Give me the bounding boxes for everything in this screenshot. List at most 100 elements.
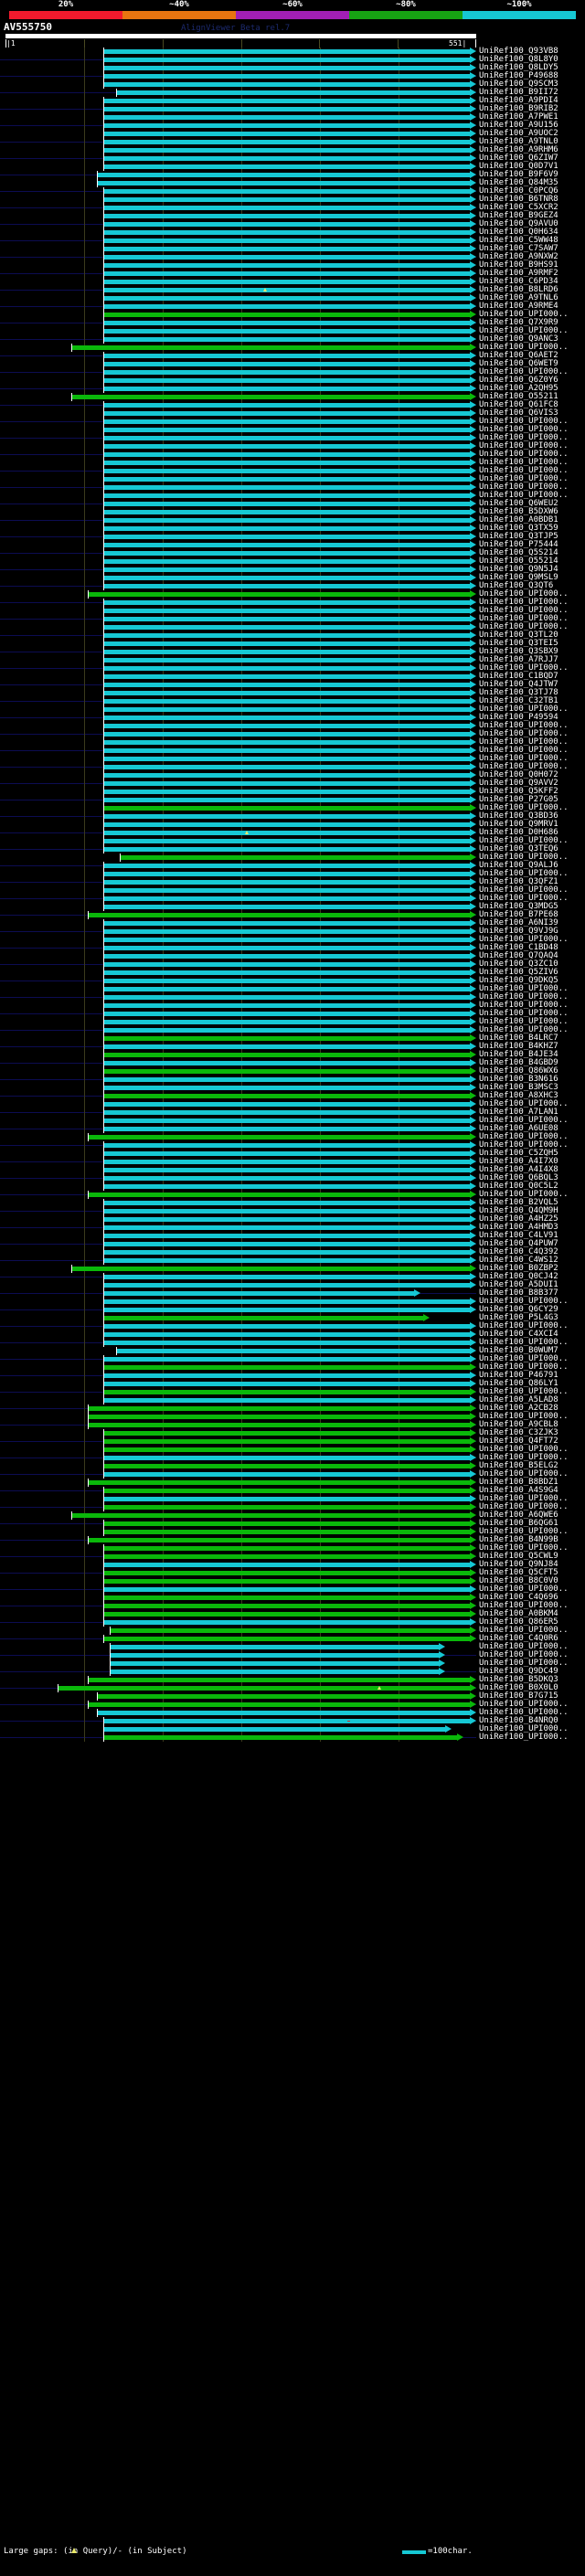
alignment-hit-label[interactable]: UniRef100_C4Q0R6: [479, 1634, 558, 1643]
alignment-bar[interactable]: [111, 1653, 440, 1658]
alignment-bar[interactable]: [111, 1645, 440, 1649]
alignment-row[interactable]: UniRef100_UPI000..: [0, 984, 585, 993]
alignment-bar[interactable]: [104, 551, 471, 556]
alignment-hit-label[interactable]: UniRef100_Q4PUW7: [479, 1239, 558, 1248]
alignment-hit-label[interactable]: UniRef100_C6PD34: [479, 277, 558, 286]
alignment-row[interactable]: UniRef100_B8C0V0: [0, 1576, 585, 1585]
alignment-bar[interactable]: [104, 1012, 471, 1016]
alignment-bar[interactable]: [117, 90, 471, 95]
alignment-row[interactable]: UniRef100_B8LRD6: [0, 285, 585, 294]
alignment-row[interactable]: UniRef100_UPI000..: [0, 1502, 585, 1511]
alignment-bar[interactable]: [104, 888, 471, 893]
alignment-row[interactable]: UniRef100_A7RJJ7: [0, 655, 585, 664]
alignment-bar[interactable]: [104, 773, 471, 778]
alignment-bar[interactable]: [104, 1086, 471, 1090]
alignment-bar[interactable]: [104, 321, 471, 325]
alignment-bar[interactable]: [104, 255, 471, 260]
alignment-hit-label[interactable]: UniRef100_UPI000..: [479, 466, 569, 475]
alignment-hit-label[interactable]: UniRef100_UPI000..: [479, 343, 569, 352]
alignment-hit-label[interactable]: UniRef100_B2VQL5: [479, 1198, 558, 1207]
alignment-row[interactable]: UniRef100_UPI000..: [0, 1585, 585, 1594]
alignment-row[interactable]: UniRef100_Q3MDG5: [0, 902, 585, 911]
alignment-hit-label[interactable]: UniRef100_Q9MRV1: [479, 820, 558, 829]
alignment-hit-label[interactable]: UniRef100_B6QG61: [479, 1519, 558, 1528]
alignment-row[interactable]: UniRef100_UPI000..: [0, 1494, 585, 1503]
alignment-bar[interactable]: [104, 296, 471, 301]
alignment-bar[interactable]: [104, 313, 471, 317]
alignment-hit-label[interactable]: UniRef100_Q4QM9H: [479, 1206, 558, 1215]
alignment-bar[interactable]: [104, 1357, 471, 1362]
alignment-row[interactable]: UniRef100_Q6VIS3: [0, 408, 585, 418]
alignment-hit-label[interactable]: UniRef100_Q6VIS3: [479, 408, 558, 418]
alignment-bar[interactable]: [104, 1530, 471, 1534]
alignment-row[interactable]: UniRef100_A4I7X0: [0, 1157, 585, 1166]
alignment-bar[interactable]: [104, 1176, 471, 1181]
alignment-hit-label[interactable]: UniRef100_UPI000..: [479, 1412, 569, 1421]
alignment-hit-label[interactable]: UniRef100_B3MSC3: [479, 1083, 558, 1092]
alignment-bar[interactable]: [117, 1349, 471, 1353]
alignment-row[interactable]: UniRef100_UPI000..: [0, 746, 585, 755]
alignment-hit-label[interactable]: UniRef100_Q9N5J4: [479, 565, 558, 574]
alignment-bar[interactable]: [104, 107, 471, 111]
alignment-row[interactable]: UniRef100_UPI000..: [0, 1601, 585, 1610]
alignment-bar[interactable]: [104, 790, 471, 794]
alignment-bar[interactable]: [104, 732, 471, 737]
alignment-bar[interactable]: [72, 1513, 471, 1518]
alignment-hit-label[interactable]: UniRef100_B3N616: [479, 1075, 558, 1084]
alignment-row[interactable]: UniRef100_B7G715: [0, 1691, 585, 1701]
alignment-hit-label[interactable]: UniRef100_C32TB1: [479, 696, 558, 705]
alignment-bar[interactable]: [104, 584, 471, 588]
alignment-hit-label[interactable]: UniRef100_UPI000..: [479, 1116, 569, 1125]
alignment-row[interactable]: UniRef100_UPI000..: [0, 589, 585, 599]
alignment-hit-label[interactable]: UniRef100_P75444: [479, 540, 558, 549]
alignment-row[interactable]: UniRef100_UPI000..: [0, 1140, 585, 1150]
alignment-bar[interactable]: [104, 979, 471, 983]
alignment-bar[interactable]: [98, 1711, 471, 1715]
alignment-hit-label[interactable]: UniRef100_UPI000..: [479, 1354, 569, 1363]
alignment-row[interactable]: UniRef100_A7PWE1: [0, 112, 585, 122]
alignment-row[interactable]: UniRef100_UPI000..: [0, 803, 585, 812]
alignment-hit-label[interactable]: UniRef100_Q7X9R9: [479, 318, 558, 327]
alignment-bar[interactable]: [104, 1102, 471, 1107]
alignment-row[interactable]: UniRef100_Q5CWL9: [0, 1552, 585, 1561]
alignment-row[interactable]: UniRef100_Q0C5L2: [0, 1182, 585, 1191]
alignment-row[interactable]: UniRef100_P49688: [0, 71, 585, 80]
alignment-bar[interactable]: [104, 617, 471, 621]
alignment-hit-label[interactable]: UniRef100_P46791: [479, 1371, 558, 1380]
alignment-hit-label[interactable]: UniRef100_Q9AVV2: [479, 779, 558, 788]
alignment-hit-label[interactable]: UniRef100_O55211: [479, 392, 558, 401]
alignment-hit-label[interactable]: UniRef100_Q7QAQ4: [479, 951, 558, 960]
alignment-hit-label[interactable]: UniRef100_A9U156: [479, 121, 558, 130]
alignment-bar[interactable]: [104, 1612, 471, 1617]
alignment-bar[interactable]: [104, 798, 471, 802]
alignment-bar[interactable]: [104, 378, 471, 383]
alignment-hit-label[interactable]: UniRef100_P49594: [479, 713, 558, 722]
alignment-row[interactable]: UniRef100_P46791: [0, 1371, 585, 1380]
alignment-row[interactable]: UniRef100_A0BKM4: [0, 1609, 585, 1618]
alignment-hit-label[interactable]: UniRef100_C5XCR2: [479, 203, 558, 212]
alignment-bar[interactable]: [104, 757, 471, 761]
alignment-hit-label[interactable]: UniRef100_Q86WX6: [479, 1066, 558, 1076]
alignment-bar[interactable]: [89, 1480, 471, 1485]
alignment-bar[interactable]: [104, 148, 471, 153]
alignment-bar[interactable]: [104, 280, 471, 284]
alignment-bar[interactable]: [104, 189, 471, 194]
alignment-row[interactable]: UniRef100_A9NXW2: [0, 252, 585, 261]
alignment-row[interactable]: UniRef100_UPI000..: [0, 1001, 585, 1010]
alignment-bar[interactable]: [104, 518, 471, 523]
alignment-hit-label[interactable]: UniRef100_UPI000..: [479, 754, 569, 763]
alignment-hit-label[interactable]: UniRef100_UPI000..: [479, 310, 569, 319]
alignment-hit-label[interactable]: UniRef100_Q0D7V1: [479, 162, 558, 171]
alignment-bar[interactable]: [104, 485, 471, 490]
alignment-bar[interactable]: [111, 1661, 440, 1666]
alignment-bar[interactable]: [104, 1595, 471, 1600]
alignment-bar[interactable]: [104, 271, 471, 276]
alignment-hit-label[interactable]: UniRef100_UPI000..: [479, 1297, 569, 1306]
alignment-row[interactable]: UniRef100_UPI000..: [0, 1733, 585, 1742]
alignment-row[interactable]: UniRef100_A6NI39: [0, 918, 585, 928]
alignment-row[interactable]: UniRef100_A2CB28: [0, 1404, 585, 1413]
alignment-bar[interactable]: [89, 1415, 471, 1419]
alignment-hit-label[interactable]: UniRef100_B0WUM7: [479, 1346, 558, 1355]
alignment-hit-label[interactable]: UniRef100_B5DXW6: [479, 507, 558, 516]
alignment-row[interactable]: UniRef100_UPI000..: [0, 1453, 585, 1462]
